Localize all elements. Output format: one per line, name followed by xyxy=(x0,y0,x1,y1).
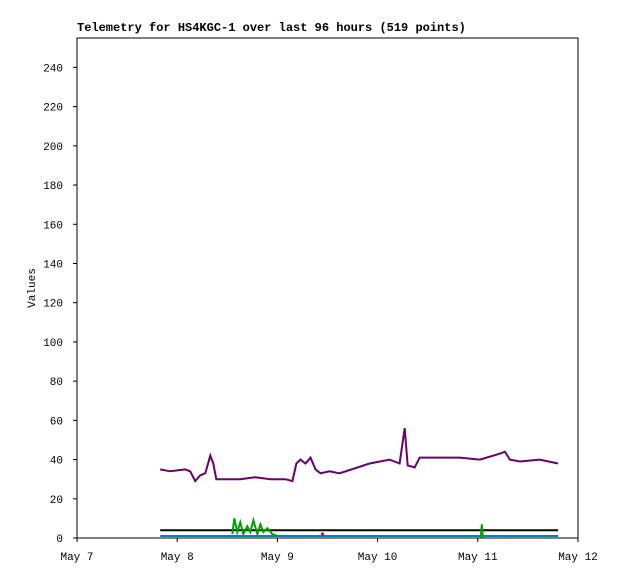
y-axis-label: Values xyxy=(27,268,39,308)
y-tick-label: 0 xyxy=(56,534,63,546)
y-tick-label: 120 xyxy=(43,299,63,311)
data-point xyxy=(320,532,324,536)
x-tick-label: May 9 xyxy=(261,552,294,564)
x-tick-label: May 11 xyxy=(458,552,498,564)
series-line xyxy=(479,524,484,539)
y-tick-label: 140 xyxy=(43,259,63,271)
series-line xyxy=(231,516,278,538)
y-tick-label: 240 xyxy=(43,63,63,75)
y-tick-label: 200 xyxy=(43,142,63,154)
series-line xyxy=(160,428,559,483)
x-tick-label: May 12 xyxy=(558,552,598,564)
y-tick-label: 100 xyxy=(43,338,63,350)
x-tick-label: May 8 xyxy=(161,552,194,564)
y-tick-label: 180 xyxy=(43,181,63,193)
y-tick-label: 220 xyxy=(43,103,63,115)
x-tick-label: May 7 xyxy=(60,552,93,564)
y-tick-label: 80 xyxy=(50,377,63,389)
y-tick-label: 160 xyxy=(43,220,63,232)
y-tick-label: 20 xyxy=(50,495,63,507)
y-tick-label: 40 xyxy=(50,456,63,468)
chart-title: Telemetry for HS4KGC-1 over last 96 hour… xyxy=(77,21,466,35)
plot-area xyxy=(76,37,579,539)
y-tick-label: 60 xyxy=(50,416,63,428)
x-tick-label: May 10 xyxy=(358,552,398,564)
